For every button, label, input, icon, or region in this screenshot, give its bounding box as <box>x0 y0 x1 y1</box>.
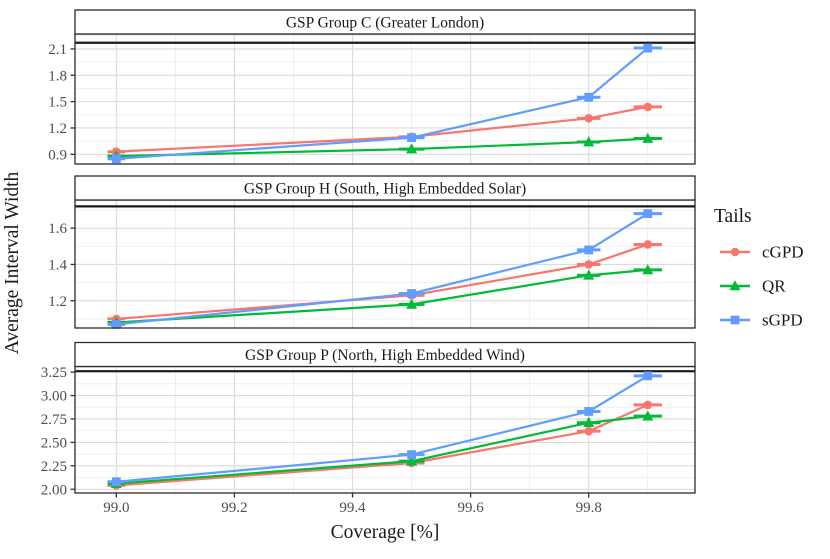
data-point-triangle <box>583 269 595 280</box>
panel-1: GSP Group C (Greater London) 0.9 1.2 1.5 1.8… <box>48 9 696 165</box>
x-tick-label: 99.6 <box>457 500 484 516</box>
series-line-sGPD <box>115 212 649 326</box>
data-point-triangle <box>642 132 654 143</box>
panel-2: GSP Group H (South, High Embedded Solar)… <box>48 175 696 329</box>
y-tick-label: 3.25 <box>41 365 67 381</box>
y-tick-label: 0.9 <box>48 147 67 163</box>
data-point-circle <box>584 426 594 436</box>
data-point-square <box>584 407 594 416</box>
y-tick-label: 1.2 <box>48 294 67 310</box>
data-point-square <box>407 289 416 298</box>
legend-entry-cGPD: cGPD <box>720 243 804 262</box>
y-tick-label: 1.4 <box>48 257 67 273</box>
legend-label-QR: QR <box>762 277 786 296</box>
panel-3: GSP Group P (North, High Embedded Wind) 2… <box>41 341 696 498</box>
data-point-triangle <box>729 280 741 291</box>
data-point-triangle <box>583 416 595 428</box>
y-tick-label: 3.00 <box>41 389 67 405</box>
data-point-triangle <box>406 455 418 466</box>
strip-title: GSP Group C (Greater London) <box>286 15 484 32</box>
y-tick-label: 1.8 <box>48 68 67 84</box>
legend-entry-QR: QR <box>720 277 786 296</box>
series-line-QR <box>115 137 649 158</box>
data-point-circle <box>643 400 653 410</box>
series-line-cGPD <box>115 105 649 153</box>
data-point-square <box>584 92 594 102</box>
data-point-triangle <box>583 136 595 147</box>
data-point-square <box>407 133 416 143</box>
panel-strip <box>74 175 696 201</box>
data-point-square <box>111 319 121 329</box>
legend-label-sGPD: sGPD <box>762 311 803 330</box>
panel-strip <box>74 341 696 368</box>
series-line-cGPD <box>115 403 649 487</box>
series-line-sGPD <box>115 46 649 160</box>
data-point-triangle <box>406 298 418 309</box>
y-tick-label: 1.2 <box>48 121 67 137</box>
y-tick-label: 2.75 <box>41 412 67 428</box>
x-axis: 99.0 99.2 99.4 99.6 99.8 <box>103 493 602 516</box>
x-tick-label: 99.4 <box>339 500 366 516</box>
panel-strip <box>74 9 696 35</box>
legend-entry-sGPD: sGPD <box>720 311 803 330</box>
series-line-cGPD <box>115 243 649 321</box>
x-tick-label: 99.2 <box>221 500 247 516</box>
strip-title: GSP Group H (South, High Embedded Solar) <box>244 181 526 198</box>
data-point-square <box>643 43 653 53</box>
legend: Tails cGPD QR sGPD <box>714 206 804 330</box>
series-line-sGPD <box>115 374 649 483</box>
data-point-square <box>111 154 121 164</box>
data-point-square <box>584 245 594 255</box>
strip-title: GSP Group P (North, High Embedded Wind) <box>245 347 525 364</box>
x-tick-label: 99.8 <box>576 500 602 516</box>
x-axis-title: Coverage [%] <box>331 522 440 543</box>
data-point-circle <box>584 260 594 269</box>
data-point-circle <box>643 102 653 112</box>
y-tick-label: 2.1 <box>48 42 67 58</box>
y-axis-title: Average Interval Width <box>2 171 23 354</box>
data-point-circle <box>584 114 594 123</box>
data-point-square <box>730 315 740 325</box>
legend-title: Tails <box>714 206 752 227</box>
y-tick-label: 1.6 <box>48 221 67 237</box>
data-point-triangle <box>406 143 418 154</box>
data-point-square <box>111 477 121 487</box>
panels-group: GSP Group C (Greater London) 0.9 1.2 1.5 1.8… <box>41 9 696 498</box>
data-point-square <box>407 450 416 459</box>
data-point-circle <box>643 240 653 249</box>
panel-background <box>75 366 695 493</box>
y-tick-label: 2.00 <box>41 482 67 498</box>
y-tick-label: 2.50 <box>41 435 67 451</box>
data-point-square <box>643 209 653 219</box>
y-tick-label: 1.5 <box>48 95 67 111</box>
legend-entries: cGPD QR sGPD <box>720 243 804 330</box>
data-point-square <box>643 371 653 381</box>
data-point-triangle <box>642 410 654 421</box>
x-tick-label: 99.0 <box>103 500 129 516</box>
data-point-circle <box>730 247 740 257</box>
data-point-triangle <box>642 264 654 275</box>
series-line-QR <box>115 268 649 324</box>
y-tick-label: 2.25 <box>41 459 67 475</box>
panel-background <box>75 34 695 164</box>
series-line-QR <box>115 415 649 485</box>
legend-label-cGPD: cGPD <box>762 243 804 262</box>
